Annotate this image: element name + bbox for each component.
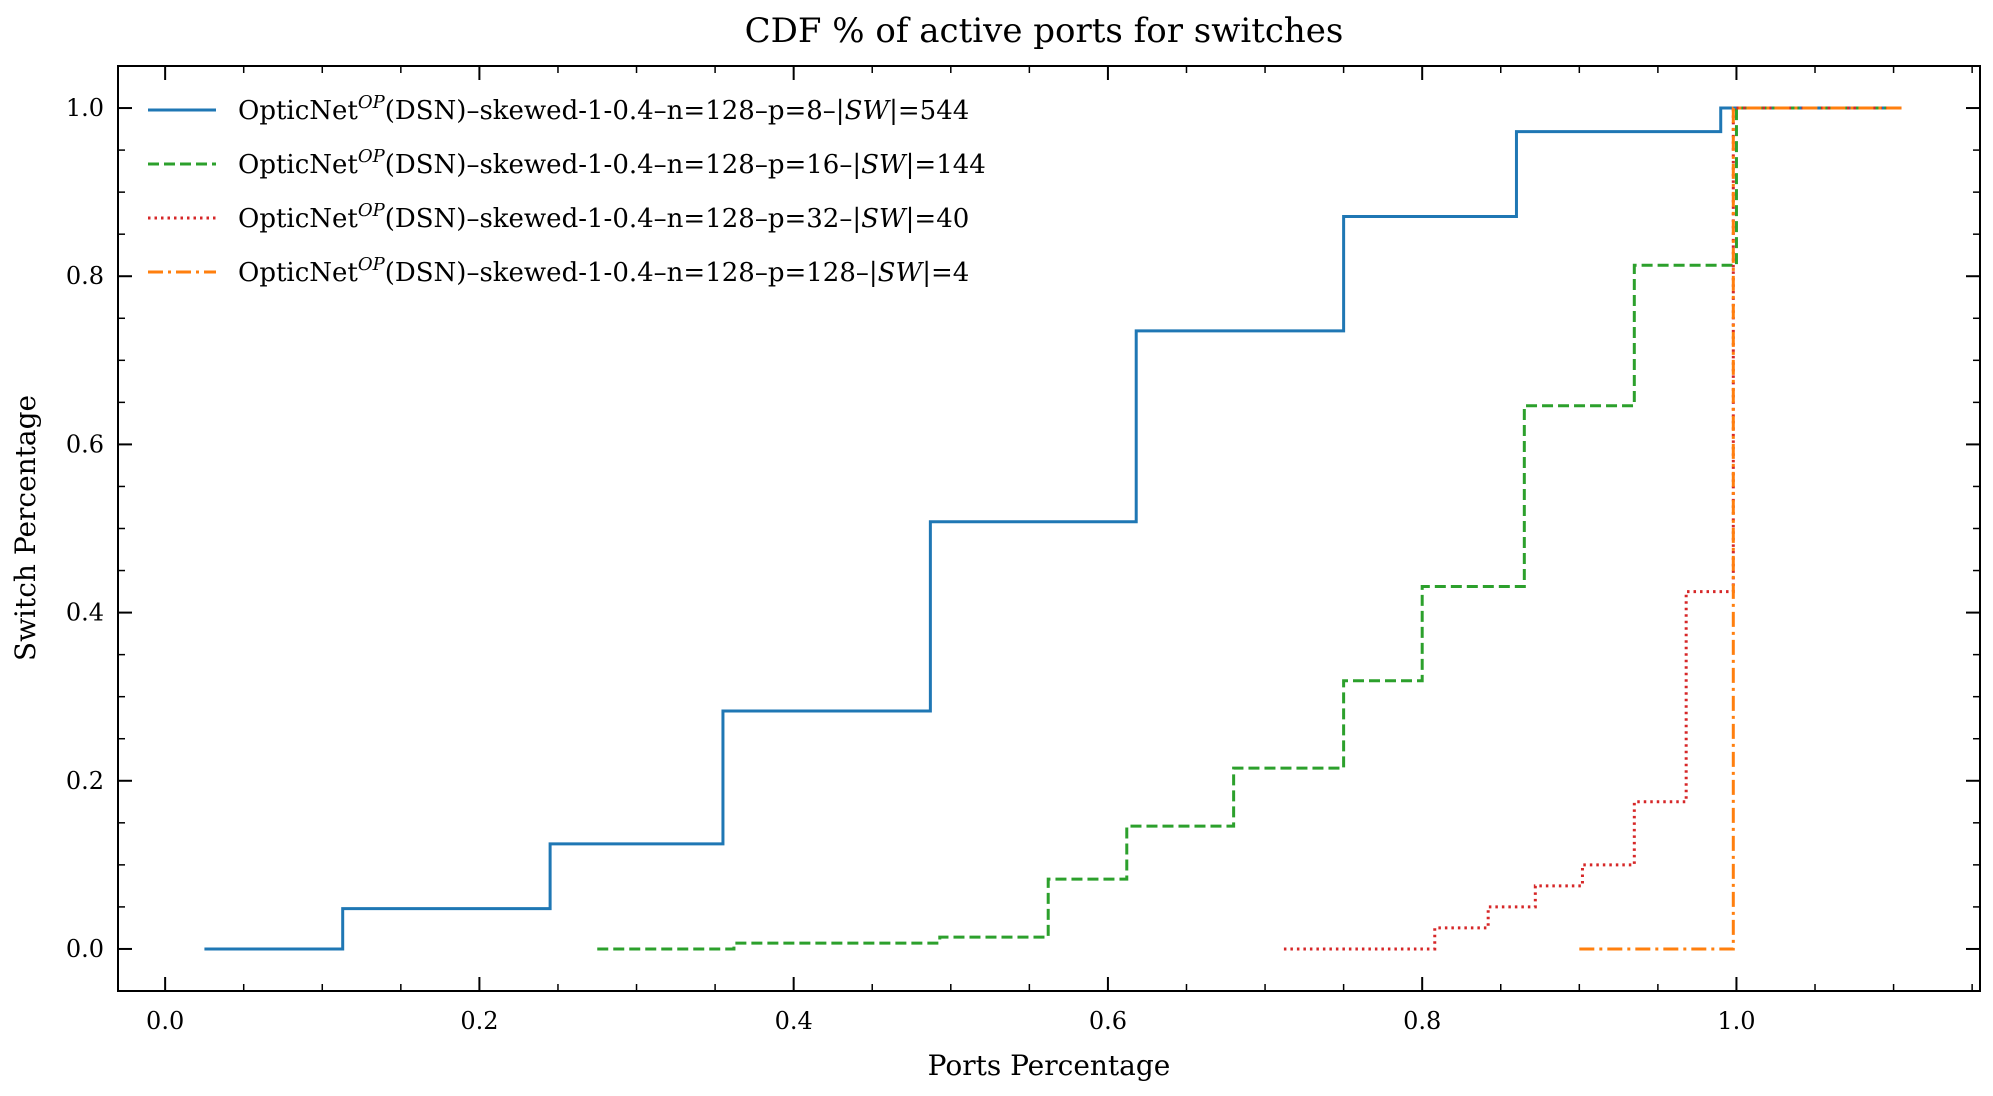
series-line-4 [1579, 106, 1902, 951]
legend-label-1: OpticNetOP(DSN)–skewed-1-0.4–n=128–p=8–|… [238, 92, 969, 126]
x-tick-label: 0.4 [775, 1007, 813, 1035]
series-line-2 [597, 106, 1902, 951]
x-tick-label: 0.8 [1403, 1007, 1441, 1035]
x-tick-label: 1.0 [1717, 1007, 1755, 1035]
x-tick-label: 0.0 [146, 1007, 184, 1035]
major-ticks [118, 66, 1980, 991]
minor-ticks [118, 65, 1980, 992]
y-tick-label: 0.6 [66, 430, 104, 458]
y-tick-labels: 0.0 0.2 0.4 0.6 0.8 1.0 [66, 94, 104, 963]
series-layer [204, 106, 1902, 951]
series-line-3 [1283, 106, 1902, 951]
y-tick-label: 0.8 [66, 262, 104, 290]
y-axis-label: Switch Percentage [9, 395, 42, 661]
legend-label-4: OpticNetOP(DSN)–skewed-1-0.4–n=128–p=128… [238, 254, 969, 288]
x-tick-label: 0.6 [1089, 1007, 1127, 1035]
chart-title: CDF % of active ports for switches [745, 11, 1344, 51]
legend: OpticNetOP(DSN)–skewed-1-0.4–n=128–p=8–|… [148, 92, 986, 288]
legend-label-2: OpticNetOP(DSN)–skewed-1-0.4–n=128–p=16–… [238, 146, 986, 180]
x-axis-label: Ports Percentage [928, 1049, 1171, 1082]
x-tick-label: 0.2 [460, 1007, 498, 1035]
x-tick-labels: 0.0 0.2 0.4 0.6 0.8 1.0 [146, 1007, 1755, 1035]
series-line-1 [204, 106, 1902, 951]
y-tick-label: 1.0 [66, 94, 104, 122]
y-tick-label: 0.2 [66, 767, 104, 795]
legend-label-3: OpticNetOP(DSN)–skewed-1-0.4–n=128–p=32–… [238, 200, 969, 234]
y-tick-label: 0.0 [66, 935, 104, 963]
y-tick-label: 0.4 [66, 599, 104, 627]
